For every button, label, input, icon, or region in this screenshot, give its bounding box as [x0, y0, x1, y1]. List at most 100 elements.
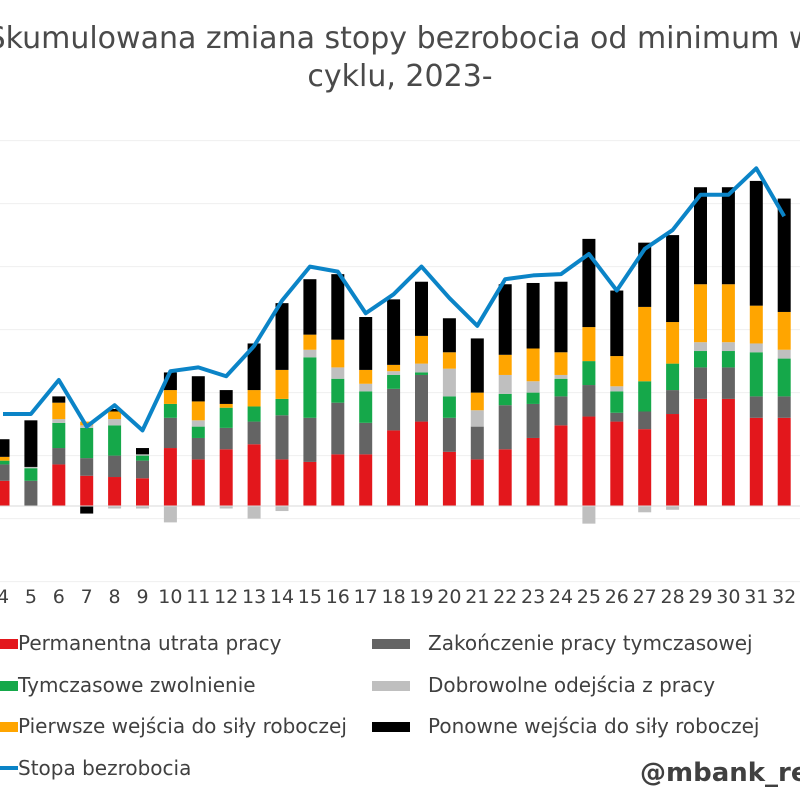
bar-segment-0-7 [80, 475, 94, 506]
legend-swatch-dobrowolne [372, 681, 410, 691]
bar-segment-5-26 [610, 290, 624, 357]
bar-segment-0-27 [638, 429, 652, 506]
legend-label-permanentna: Permanentna utrata pracy [18, 631, 282, 655]
bar-segment-3-23 [526, 381, 540, 393]
bar-segment-1-13 [247, 421, 261, 445]
bar-segment-0-18 [387, 430, 401, 506]
bar-segment-4-28 [666, 322, 680, 364]
bar-segment-4-14 [275, 369, 289, 399]
x-tick-label: 10 [158, 586, 182, 608]
bar-segment-5-17 [359, 317, 373, 370]
bar-segment-2-11 [191, 426, 205, 438]
bar-segment-4-13 [247, 390, 261, 407]
bar-segment-0-8 [108, 477, 122, 506]
bar-segment-1-7 [80, 458, 94, 476]
bar-segment-5-32 [777, 198, 791, 312]
bar-segment-0-16 [331, 454, 345, 506]
bar-segment-2-31 [749, 352, 763, 397]
bar-segment-3-11 [191, 420, 205, 427]
bar-segment-2-18 [387, 374, 401, 389]
x-tick-label: 5 [25, 586, 37, 608]
bar-segment-1-8 [108, 455, 122, 478]
bar-segment-2-17 [359, 391, 373, 423]
bar-segment-3-22 [498, 374, 512, 394]
bar-segment-5-13 [247, 343, 261, 391]
bar-segment-3-29 [694, 342, 707, 352]
bar-segment-4-23 [526, 348, 540, 382]
legend-label-ponowne: Ponowne wejścia do siły roboczej [428, 714, 760, 738]
bar-segment-2-28 [666, 363, 680, 391]
bar-segment-5-30 [721, 187, 735, 285]
bar-segment-0-24 [554, 425, 568, 506]
x-tick-label: 31 [744, 586, 768, 608]
bar-segment-2-10 [163, 403, 177, 418]
bar-segment-1-16 [331, 402, 345, 455]
bar-segment-2-23 [526, 392, 540, 404]
bar-segment-0-22 [498, 449, 512, 506]
bar-segment-5-12 [219, 390, 233, 404]
bar-segment-1-4 [0, 464, 10, 481]
bar-segment-5-16 [331, 274, 345, 340]
bar-segment-1-21 [470, 426, 484, 460]
bar-negative-1-25 [582, 506, 596, 524]
bar-segment-4-31 [749, 305, 763, 344]
bar-segment-4-15 [303, 334, 317, 350]
bar-segment-5-24 [554, 281, 568, 353]
bar-segment-5-4 [0, 439, 10, 457]
x-tick-label: 7 [81, 586, 93, 608]
bar-segment-0-11 [191, 459, 205, 506]
bar-segment-2-16 [331, 378, 345, 403]
bar-segment-2-4 [0, 460, 10, 465]
legend-swatch-tymczasowe [0, 681, 18, 691]
bar-segment-0-15 [303, 461, 317, 506]
bar-segment-1-23 [526, 403, 540, 438]
bar-segment-2-15 [303, 357, 317, 418]
bar-segment-3-21 [470, 410, 484, 427]
bar-segment-3-17 [359, 383, 373, 392]
bar-segment-5-9 [136, 448, 149, 455]
bar-segment-5-27 [638, 242, 652, 307]
bar-segment-2-8 [108, 425, 122, 456]
bar-segment-4-10 [163, 390, 177, 404]
bar-segment-5-11 [191, 376, 205, 402]
bar-negative-1-8 [108, 506, 122, 509]
bar-segment-3-18 [387, 371, 401, 375]
x-tick-label: 23 [521, 586, 545, 608]
bar-segment-4-29 [694, 284, 707, 343]
legend-label-stopa: Stopa bezrobocia [18, 756, 192, 780]
bar-segment-2-12 [219, 407, 233, 428]
bar-segment-4-11 [191, 401, 205, 421]
bar-segment-1-5 [24, 480, 38, 506]
x-tick-label: 32 [772, 586, 796, 608]
x-tick-label: 20 [437, 586, 461, 608]
bar-segment-0-17 [359, 454, 373, 506]
x-tick-label: 18 [382, 586, 406, 608]
bar-segment-2-27 [638, 381, 652, 412]
x-tick-label: 17 [354, 586, 378, 608]
chart-title: Skumulowana zmiana stopy bezrobocia od m… [0, 21, 800, 94]
bar-segment-4-22 [498, 354, 512, 375]
bar-segment-2-20 [442, 396, 456, 418]
bar-segment-2-25 [582, 361, 596, 386]
series-line-stopa-bezrobocia [3, 166, 786, 433]
bar-segment-4-30 [721, 284, 735, 343]
x-tick-label: 21 [465, 586, 489, 608]
bar-segment-2-14 [275, 398, 289, 416]
bar-segment-0-32 [777, 417, 791, 506]
bar-segment-2-7 [80, 427, 94, 459]
bar-segment-0-29 [694, 398, 707, 506]
bar-negative-1-14 [275, 506, 289, 512]
bar-segment-2-9 [136, 455, 149, 461]
bar-segment-1-31 [749, 396, 763, 418]
legend-label-dobrowolne: Dobrowolne odejścia z pracy [428, 673, 716, 697]
bar-segment-1-15 [303, 417, 317, 462]
bar-segment-4-18 [387, 364, 401, 372]
bar-segment-0-20 [442, 451, 456, 506]
bar-segment-1-26 [610, 412, 624, 422]
bar-segment-2-19 [415, 372, 428, 375]
bar-segment-1-24 [554, 396, 568, 426]
bar-negative-1-9 [136, 506, 149, 509]
bar-segment-2-29 [694, 351, 707, 368]
bar-segment-3-24 [554, 374, 568, 379]
x-tick-label: 24 [549, 586, 573, 608]
